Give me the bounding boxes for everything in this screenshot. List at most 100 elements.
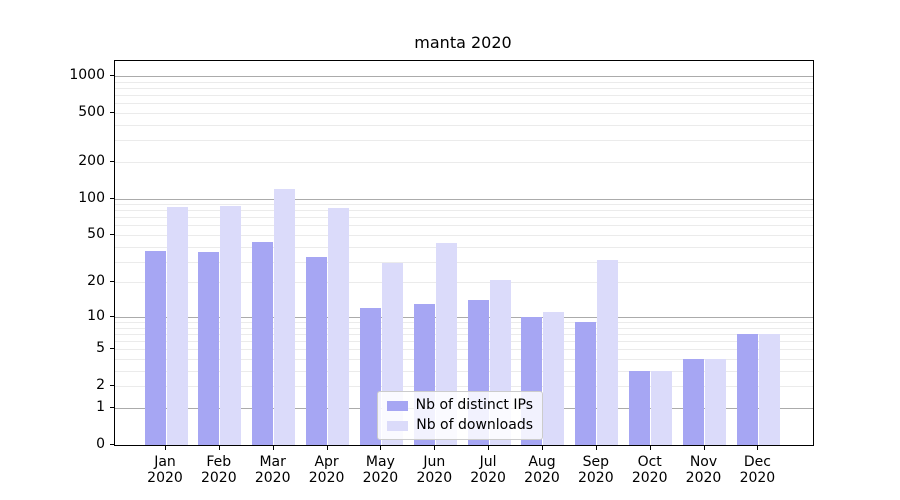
bar-downloads-dec xyxy=(758,333,780,445)
x-tick-label-apr: Apr 2020 xyxy=(308,454,345,486)
y-tick-mark xyxy=(110,407,114,408)
bar-downloads-mar xyxy=(274,188,296,445)
gridline-minor xyxy=(115,235,813,236)
bar-downloads-jan xyxy=(166,207,188,445)
gridline-minor xyxy=(115,333,813,335)
x-tick-mark xyxy=(757,445,759,450)
x-tick-label-jan: Jan 2020 xyxy=(147,454,183,486)
gridline-minor xyxy=(115,261,813,263)
x-tick-mark xyxy=(326,445,328,450)
y-tick-label-1000: 1000 xyxy=(69,66,105,83)
gridline-minor xyxy=(115,161,813,163)
x-tick-label-dec: Dec 2020 xyxy=(739,454,776,486)
x-tick-mark xyxy=(165,445,166,450)
gridline-minor xyxy=(115,225,813,227)
x-tick-mark xyxy=(595,445,597,450)
gridline-minor xyxy=(115,112,813,114)
x-tick-mark xyxy=(218,445,220,450)
gridline-minor xyxy=(115,282,813,284)
y-tick-label-50: 50 xyxy=(87,226,105,242)
gridline-minor xyxy=(115,341,813,343)
gridline-minor xyxy=(115,370,813,372)
y-tick-mark xyxy=(110,385,114,387)
gridline-minor xyxy=(115,124,813,126)
gridline-minor xyxy=(115,386,813,388)
bar-distinct-ips-may xyxy=(359,308,381,445)
gridline-minor xyxy=(115,359,813,360)
gridline-minor xyxy=(115,87,813,89)
legend-swatch-downloads-icon xyxy=(387,420,409,431)
y-tick-label-1: 1 xyxy=(96,399,105,415)
bar-downloads-aug xyxy=(543,312,565,445)
gridline-minor xyxy=(115,140,813,142)
bar-downloads-sep xyxy=(597,259,619,445)
gridline-minor xyxy=(115,204,813,205)
x-tick-mark xyxy=(703,445,705,450)
y-tick-mark xyxy=(110,234,114,235)
y-tick-label-10: 10 xyxy=(87,307,105,324)
bar-distinct-ips-apr xyxy=(306,256,328,445)
x-tick-mark xyxy=(434,445,436,450)
x-tick-label-oct: Oct 2020 xyxy=(631,454,668,486)
x-tick-label-feb: Feb 2020 xyxy=(200,454,237,486)
bar-distinct-ips-mar xyxy=(252,241,274,445)
gridline-minor xyxy=(115,217,813,219)
y-tick-label-500: 500 xyxy=(78,103,105,120)
x-tick-mark xyxy=(272,445,274,450)
bar-distinct-ips-feb xyxy=(198,252,220,445)
legend-label-downloads: Nb of downloads xyxy=(416,417,533,433)
legend-swatch-distinct-ips-icon xyxy=(387,400,408,411)
y-tick-label-0: 0 xyxy=(96,436,105,452)
bar-distinct-ips-sep xyxy=(575,322,597,445)
x-tick-label-may: May 2020 xyxy=(362,454,399,486)
y-tick-mark xyxy=(110,281,114,283)
x-tick-label-jul: Jul 2020 xyxy=(470,454,506,486)
gridline-minor xyxy=(115,322,813,323)
gridline-minor xyxy=(115,210,813,212)
gridline-minor xyxy=(115,103,813,105)
x-tick-label-jun: Jun 2020 xyxy=(416,454,453,486)
bar-distinct-ips-dec xyxy=(736,333,758,445)
legend-label-distinct-ips: Nb of distinct IPs xyxy=(415,397,533,413)
chart-title: manta 2020 xyxy=(414,33,512,52)
gridline-major xyxy=(115,316,813,318)
y-tick-mark xyxy=(110,348,114,350)
bar-downloads-feb xyxy=(220,205,242,445)
gridline-minor xyxy=(115,327,813,329)
y-tick-label-5: 5 xyxy=(96,340,105,357)
gridline-minor xyxy=(115,81,813,83)
bar-distinct-ips-nov xyxy=(683,359,704,445)
y-tick-mark xyxy=(110,111,114,113)
x-tick-label-aug: Aug 2020 xyxy=(524,454,560,486)
gridline-major xyxy=(115,75,813,77)
y-tick-label-200: 200 xyxy=(78,152,105,169)
y-tick-label-2: 2 xyxy=(96,377,105,394)
gridline-minor xyxy=(115,349,813,351)
gridline-major xyxy=(115,198,813,200)
gridline-minor xyxy=(115,246,813,248)
x-tick-label-mar: Mar 2020 xyxy=(254,454,291,486)
x-tick-mark xyxy=(380,445,382,450)
legend: Nb of distinct IPs Nb of downloads xyxy=(377,391,543,440)
y-tick-label-100: 100 xyxy=(78,189,105,206)
y-tick-mark xyxy=(110,444,114,445)
x-tick-label-sep: Sep 2020 xyxy=(577,454,614,486)
x-tick-mark xyxy=(542,445,543,450)
y-tick-mark xyxy=(110,197,114,199)
bar-distinct-ips-jan xyxy=(144,250,166,445)
legend-item-distinct-ips: Nb of distinct IPs xyxy=(387,398,533,413)
bar-distinct-ips-oct xyxy=(629,370,651,445)
y-tick-mark xyxy=(110,74,114,76)
x-tick-mark xyxy=(649,445,651,450)
bar-downloads-apr xyxy=(328,207,350,445)
y-tick-mark xyxy=(110,315,114,317)
legend-item-downloads: Nb of downloads xyxy=(387,418,533,433)
y-tick-mark xyxy=(110,160,114,162)
plot-area xyxy=(114,60,814,446)
y-tick-label-20: 20 xyxy=(87,273,105,290)
bar-downloads-oct xyxy=(651,370,673,445)
bar-downloads-nov xyxy=(705,359,726,445)
x-tick-mark xyxy=(488,445,490,450)
gridline-minor xyxy=(115,95,813,96)
